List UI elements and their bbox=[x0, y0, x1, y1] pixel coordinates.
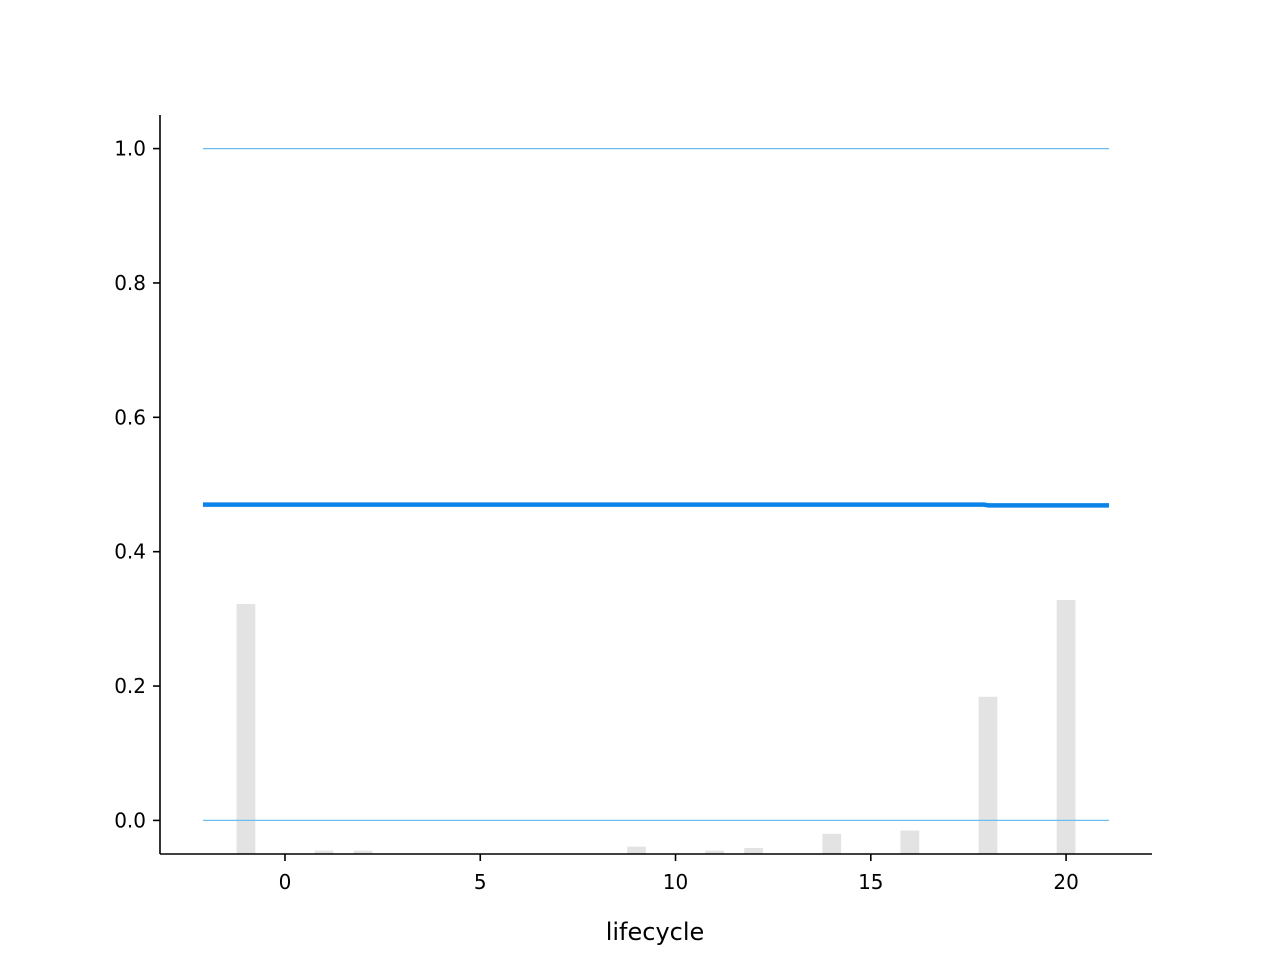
y-tick-label: 0.6 bbox=[114, 405, 146, 429]
histogram-bar bbox=[900, 830, 920, 854]
x-tick-label: 5 bbox=[474, 870, 487, 894]
y-tick-label: 0.4 bbox=[114, 540, 146, 564]
reference-lines bbox=[202, 147, 1110, 822]
y-tick-label: 0.8 bbox=[114, 271, 146, 295]
y-tick-label: 1.0 bbox=[114, 137, 146, 161]
x-tick-label: 15 bbox=[858, 870, 883, 894]
histogram-bar bbox=[627, 846, 646, 854]
series-lines bbox=[202, 502, 1110, 508]
histogram-bar bbox=[314, 850, 334, 854]
histogram-bar bbox=[236, 604, 256, 854]
x-axis-label: lifecycle bbox=[606, 918, 705, 946]
x-tick-label: 20 bbox=[1053, 870, 1078, 894]
histogram-bar bbox=[1056, 600, 1076, 854]
histogram-bar bbox=[822, 833, 842, 854]
y-tick-label: 0.0 bbox=[114, 808, 146, 832]
axes bbox=[159, 115, 1152, 855]
x-tick-label: 10 bbox=[663, 870, 688, 894]
histogram-bar bbox=[353, 850, 373, 854]
y-tick-label: 0.2 bbox=[114, 674, 146, 698]
histogram-bar bbox=[978, 696, 998, 854]
x-tick-label: 0 bbox=[279, 870, 292, 894]
histogram-bar bbox=[744, 847, 764, 854]
series-line bbox=[202, 502, 1110, 508]
histogram-bars bbox=[236, 600, 1076, 854]
ticks: 0 5 10 15 20 0.0 0.2 0.4 0.6 0.8 1.0 bbox=[114, 137, 1079, 894]
histogram-bar bbox=[705, 850, 724, 854]
